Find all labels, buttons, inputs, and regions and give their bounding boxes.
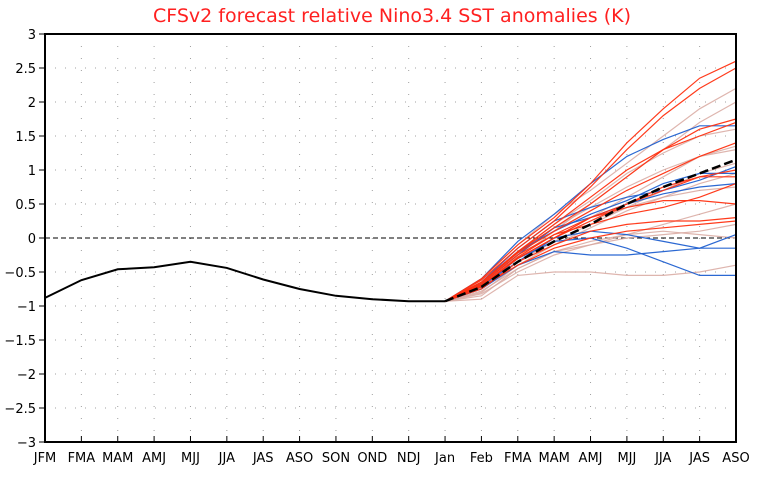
y-tick-label: 1 — [28, 164, 36, 179]
x-tick-label: JJA — [654, 451, 671, 466]
x-tick-label: MJJ — [181, 451, 200, 466]
ensemble-member-line-blue — [444, 237, 736, 302]
ensemble-member-line-red — [444, 60, 737, 302]
x-tick-label: AMJ — [579, 451, 603, 466]
main-lines — [44, 158, 737, 303]
ensemble-mean-line — [444, 158, 737, 303]
ensemble-member-line-pink — [444, 87, 737, 302]
ensemble-members — [444, 60, 737, 302]
plot-border — [44, 33, 737, 443]
x-tick-label: JAS — [688, 451, 710, 466]
y-tick-label: −3 — [17, 436, 36, 451]
y-tick-label: −0.5 — [4, 266, 36, 281]
y-axis: 3 2.5 2 1.5 1 0.5 0 −0.5 −1 −1.5 −2 −2.5 −3 — [4, 28, 45, 451]
ensemble-member-line-red — [444, 217, 737, 302]
y-tick-label: −1 — [17, 300, 36, 315]
x-tick-label: JAS — [252, 451, 274, 466]
x-tick-label: JJA — [218, 451, 235, 466]
x-tick-label: MAM — [538, 451, 569, 466]
ensemble-member-line-red — [444, 67, 737, 302]
y-tick-label: 2.5 — [15, 62, 36, 77]
observed-line — [44, 260, 446, 303]
y-tick-label: −2.5 — [4, 402, 36, 417]
y-tick-label: 0 — [28, 232, 36, 247]
ensemble-member-line-red — [444, 118, 737, 302]
y-tick-label: 3 — [28, 28, 36, 43]
ensemble-member-line-pink — [445, 264, 737, 302]
ensemble-member-line-red — [444, 142, 737, 302]
x-tick-label: MJJ — [617, 451, 636, 466]
chart-title: CFSv2 forecast relative Nino3.4 SST anom… — [153, 5, 631, 27]
x-tick-label: JFM — [33, 451, 57, 466]
x-tick-label: MAM — [102, 451, 133, 466]
ensemble-member-line-blue — [444, 166, 737, 302]
x-tick-label: AMJ — [142, 451, 166, 466]
y-tick-label: 1.5 — [15, 130, 36, 145]
y-tick-label: 0.5 — [15, 198, 36, 213]
x-tick-label: FMA — [68, 451, 96, 466]
ensemble-member-line-blue — [444, 247, 736, 302]
y-tick-label: 2 — [28, 96, 36, 111]
ensemble-member-line-pink — [444, 230, 737, 302]
ensemble-member-line-red — [444, 183, 737, 302]
y-tick-label: −2 — [17, 368, 36, 383]
x-tick-label: FMA — [504, 451, 532, 466]
x-tick-label: ASO — [722, 451, 749, 466]
y-tick-label: −1.5 — [4, 334, 36, 349]
x-tick-label: SON — [322, 451, 350, 466]
x-tick-label: NDJ — [397, 451, 421, 466]
x-tick-label: Jan — [434, 451, 455, 466]
x-tick-label: OND — [357, 451, 387, 466]
x-tick-label: Feb — [470, 451, 493, 466]
x-axis: JFM FMA MAM AMJ MJJ JJA JAS ASO SON OND NDJ Jan Feb F… — [33, 436, 750, 466]
ensemble-member-line-pink — [444, 203, 737, 302]
plot-frame — [44, 33, 737, 443]
x-tick-label: ASO — [286, 451, 313, 466]
